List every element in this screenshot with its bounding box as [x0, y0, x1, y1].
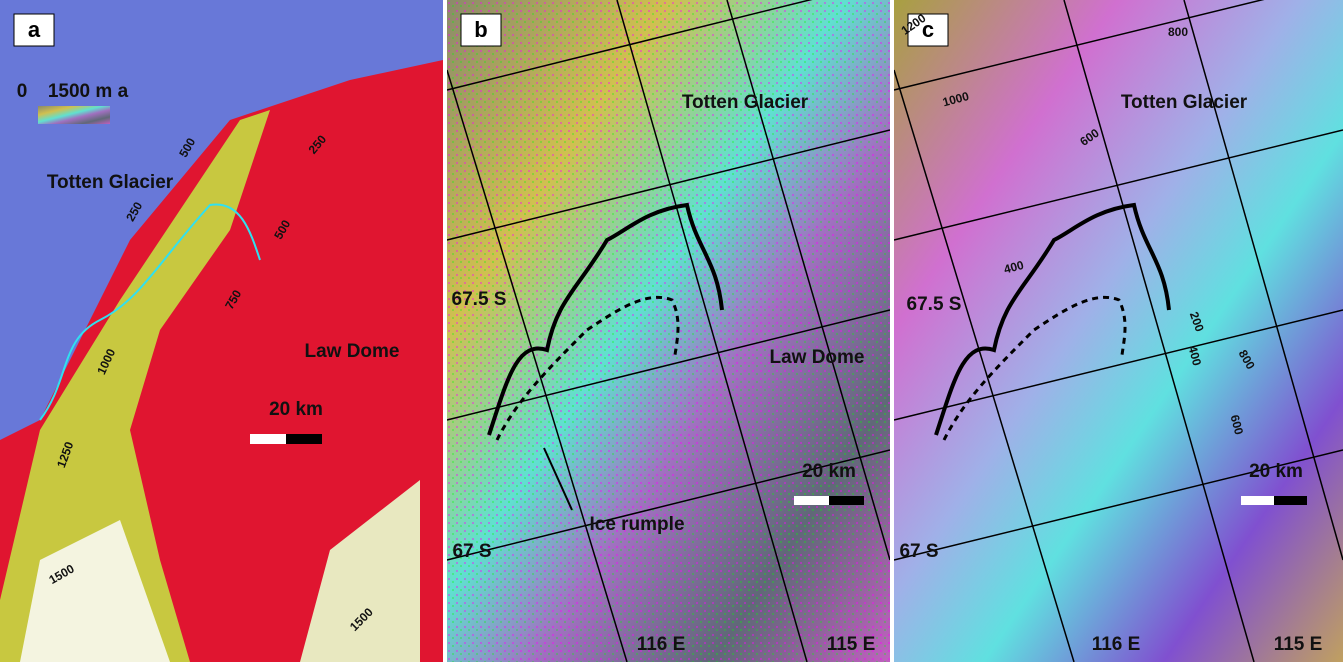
map-label: 20 km — [269, 399, 323, 420]
map-label: 115 E — [1274, 634, 1323, 655]
scale-bar — [794, 496, 829, 505]
scale-bar — [1241, 496, 1274, 505]
divider — [443, 0, 447, 662]
map-label: 0 — [17, 81, 28, 102]
scale-bar — [1274, 496, 1307, 505]
map-label: 67.5 S — [452, 289, 507, 310]
page: {"panels": [ {"letter": "a", "texts": ["… — [0, 0, 1343, 662]
map-label: 67 S — [899, 541, 938, 562]
map-label: Totten Glacier — [682, 92, 809, 113]
map-label: 20 km — [802, 461, 856, 482]
map-label: Totten Glacier — [1121, 92, 1248, 113]
color-scale — [38, 106, 110, 124]
map-label: Ice rumple — [589, 514, 684, 535]
scale-bar — [829, 496, 864, 505]
map-label: Totten Glacier — [47, 172, 174, 193]
scale-bar — [250, 434, 286, 444]
map-label: Law Dome — [304, 341, 399, 362]
panel-letter: b — [474, 17, 487, 42]
panel-letter: a — [28, 17, 41, 42]
map-label: 67 S — [452, 541, 491, 562]
map-label: 116 E — [637, 634, 686, 655]
map-label: Law Dome — [769, 347, 864, 368]
figure: a01500 m aTotten GlacierLaw Dome20 km500… — [0, 0, 1343, 662]
map-label: 20 km — [1249, 461, 1303, 482]
map-label: 67.5 S — [907, 294, 962, 315]
panel-b: b Totten Glacier 67.5 S Law Dome 20 km Ice ru… — [447, 0, 890, 662]
contour-label: 800 — [1168, 25, 1188, 39]
divider — [890, 0, 894, 662]
scale-bar — [286, 434, 322, 444]
map-label: 1500 m a — [48, 81, 129, 102]
map-label: 116 E — [1092, 634, 1141, 655]
map-label: 115 E — [827, 634, 876, 655]
